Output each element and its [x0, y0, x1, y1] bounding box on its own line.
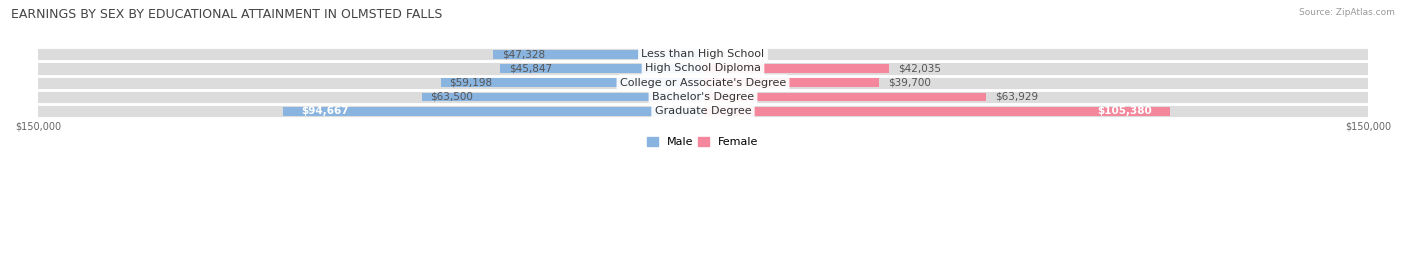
Text: Source: ZipAtlas.com: Source: ZipAtlas.com: [1299, 8, 1395, 17]
Bar: [703, 92, 987, 101]
Text: $47,328: $47,328: [502, 49, 546, 59]
Text: $63,500: $63,500: [430, 92, 474, 102]
Text: $39,700: $39,700: [887, 78, 931, 88]
Bar: [494, 50, 703, 59]
Bar: [499, 64, 703, 73]
Bar: [703, 64, 890, 73]
Bar: [703, 107, 1170, 116]
Text: Less than High School: Less than High School: [641, 49, 765, 59]
Text: $0: $0: [711, 49, 725, 59]
Bar: [284, 107, 703, 116]
Bar: [38, 90, 1368, 104]
Text: EARNINGS BY SEX BY EDUCATIONAL ATTAINMENT IN OLMSTED FALLS: EARNINGS BY SEX BY EDUCATIONAL ATTAINMEN…: [11, 8, 443, 21]
Text: High School Diploma: High School Diploma: [645, 64, 761, 73]
Text: $45,847: $45,847: [509, 64, 551, 73]
Bar: [422, 92, 703, 101]
Bar: [440, 78, 703, 87]
Text: $42,035: $42,035: [898, 64, 941, 73]
Legend: Male, Female: Male, Female: [643, 132, 763, 152]
Bar: [38, 104, 1368, 118]
Text: College or Associate's Degree: College or Associate's Degree: [620, 78, 786, 88]
Text: $63,929: $63,929: [995, 92, 1039, 102]
Text: Graduate Degree: Graduate Degree: [655, 106, 751, 116]
Text: $94,667: $94,667: [301, 106, 349, 116]
Bar: [38, 61, 1368, 76]
Text: $105,380: $105,380: [1098, 106, 1153, 116]
Bar: [38, 76, 1368, 90]
Bar: [38, 47, 1368, 61]
Text: $59,198: $59,198: [450, 78, 492, 88]
Bar: [703, 78, 879, 87]
Text: Bachelor's Degree: Bachelor's Degree: [652, 92, 754, 102]
